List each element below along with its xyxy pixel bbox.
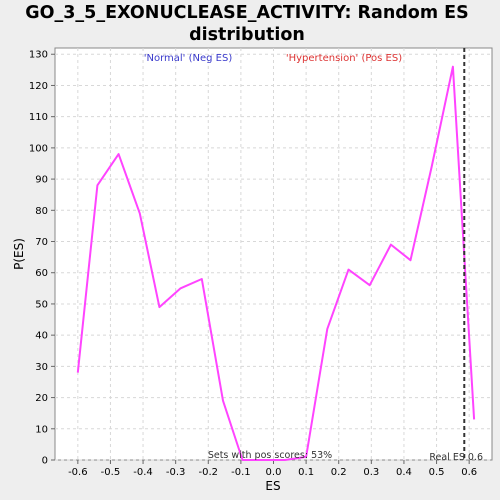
x-axis-label: ES (265, 479, 280, 493)
x-tick-label: -0.1 (231, 467, 251, 478)
y-axis-label: P(ES) (12, 238, 26, 270)
legend-normal: 'Normal' (Neg ES) (144, 53, 233, 64)
y-tick-label: 100 (29, 143, 48, 154)
x-tick-label: -0.5 (101, 467, 121, 478)
x-tick-label: -0.3 (166, 467, 186, 478)
x-tick-label: 0.0 (266, 467, 282, 478)
x-tick-label: -0.2 (199, 467, 219, 478)
real-es-annotation: Real ES 0.6 (429, 452, 483, 463)
y-tick-label: 0 (42, 456, 48, 467)
x-tick-label: 0.6 (461, 467, 477, 478)
y-tick-label: 20 (35, 393, 48, 404)
y-tick-label: 10 (35, 424, 48, 435)
pos-scores-annotation: Sets with pos scores: 53% (208, 450, 332, 461)
y-tick-label: 130 (29, 50, 48, 61)
x-tick-label: 0.5 (429, 467, 445, 478)
y-tick-label: 50 (35, 299, 48, 310)
y-tick-label: 90 (35, 175, 48, 186)
x-tick-label: 0.2 (331, 467, 347, 478)
legend-hypertension: 'Hypertension' (Pos ES) (286, 53, 402, 64)
y-tick-label: 80 (35, 206, 48, 217)
y-tick-label: 30 (35, 362, 48, 373)
y-tick-label: 120 (29, 81, 48, 92)
y-tick-label: 110 (29, 112, 48, 123)
x-tick-label: 0.1 (298, 467, 314, 478)
x-tick-label: -0.4 (133, 467, 153, 478)
y-tick-label: 40 (35, 331, 48, 342)
x-tick-label: 0.4 (396, 467, 412, 478)
x-tick-label: 0.3 (363, 467, 379, 478)
y-tick-label: 70 (35, 237, 48, 248)
y-tick-label: 60 (35, 268, 48, 279)
x-tick-label: -0.6 (68, 467, 88, 478)
